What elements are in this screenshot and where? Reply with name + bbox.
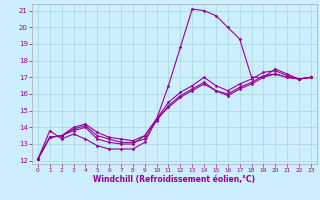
X-axis label: Windchill (Refroidissement éolien,°C): Windchill (Refroidissement éolien,°C) [93,175,255,184]
